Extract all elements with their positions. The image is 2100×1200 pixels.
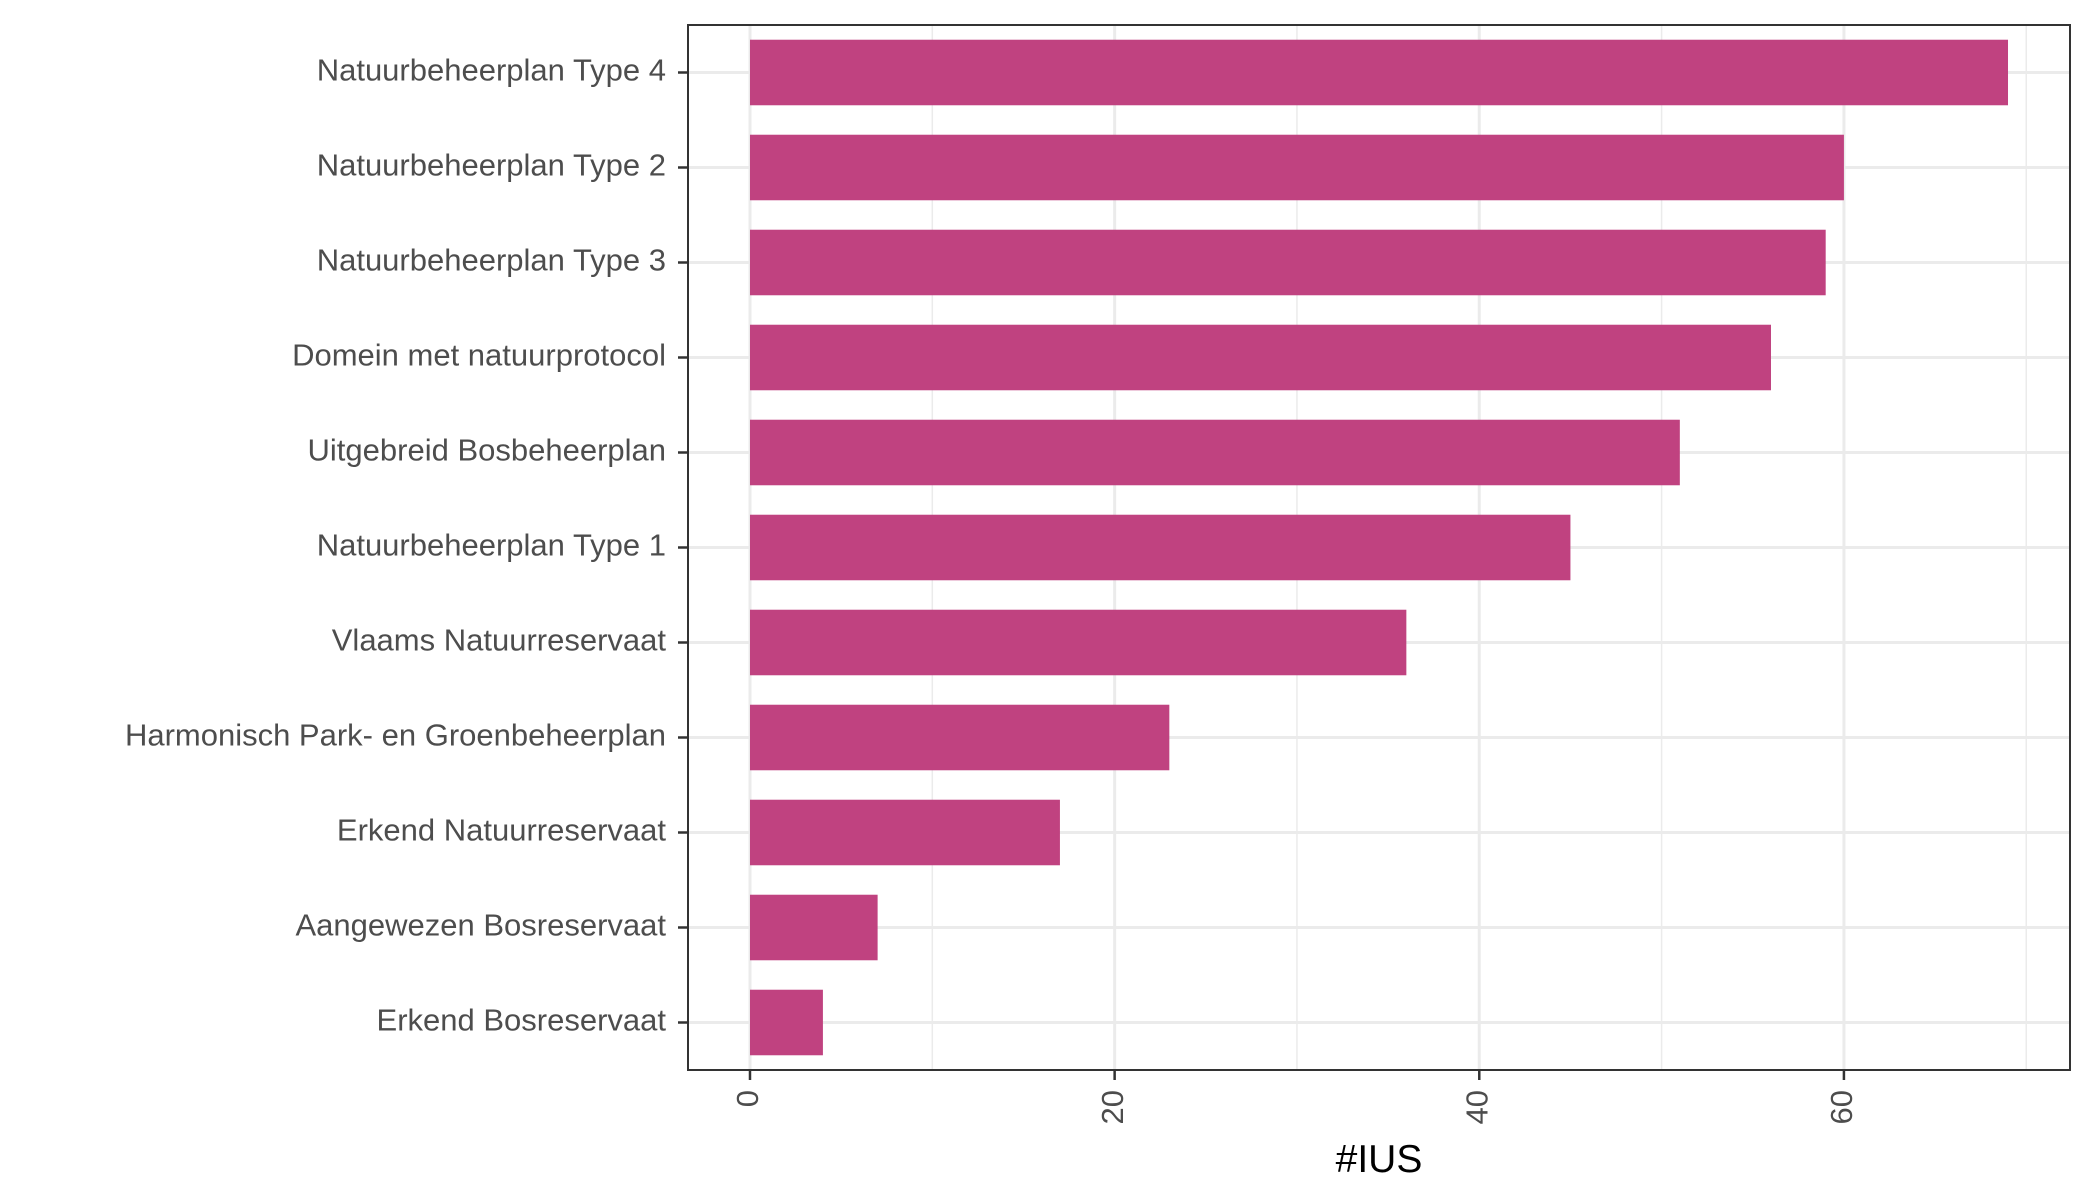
bar-layer <box>749 39 2009 1056</box>
y-tick-label: Natuurbeheerplan Type 1 <box>317 528 666 563</box>
x-tick-label: 40 <box>1459 1090 1494 1124</box>
bar <box>749 39 2009 106</box>
bar <box>749 989 823 1056</box>
bar <box>749 134 1844 201</box>
y-tick-label: Aangewezen Bosreservaat <box>295 908 666 943</box>
bar <box>749 894 878 961</box>
y-tick-label: Harmonisch Park- en Groenbeheerplan <box>125 718 666 753</box>
bar <box>749 419 1680 486</box>
x-axis-title: #IUS <box>1336 1138 1423 1181</box>
bar <box>749 324 1771 391</box>
bar <box>749 799 1060 866</box>
x-tick-label: 60 <box>1824 1090 1859 1124</box>
y-axis: Natuurbeheerplan Type 4 Natuurbeheerplan … <box>125 53 688 1038</box>
x-tick-label: 20 <box>1095 1090 1130 1124</box>
y-tick-label: Natuurbeheerplan Type 3 <box>317 243 666 278</box>
y-tick-label: Erkend Bosreservaat <box>377 1003 667 1038</box>
x-axis: 0 20 40 60 <box>730 1070 1859 1124</box>
bar <box>749 609 1407 676</box>
y-tick-label: Erkend Natuurreservaat <box>337 813 666 848</box>
bar <box>749 514 1571 581</box>
y-tick-label: Natuurbeheerplan Type 2 <box>317 148 666 183</box>
y-tick-label: Vlaams Natuurreservaat <box>332 623 667 658</box>
bar <box>749 704 1170 771</box>
y-tick-label: Uitgebreid Bosbeheerplan <box>308 433 666 468</box>
y-tick-label: Natuurbeheerplan Type 4 <box>317 53 666 88</box>
bar <box>749 229 1826 296</box>
y-tick-label: Domein met natuurprotocol <box>292 338 666 373</box>
x-tick-label: 0 <box>730 1090 765 1107</box>
